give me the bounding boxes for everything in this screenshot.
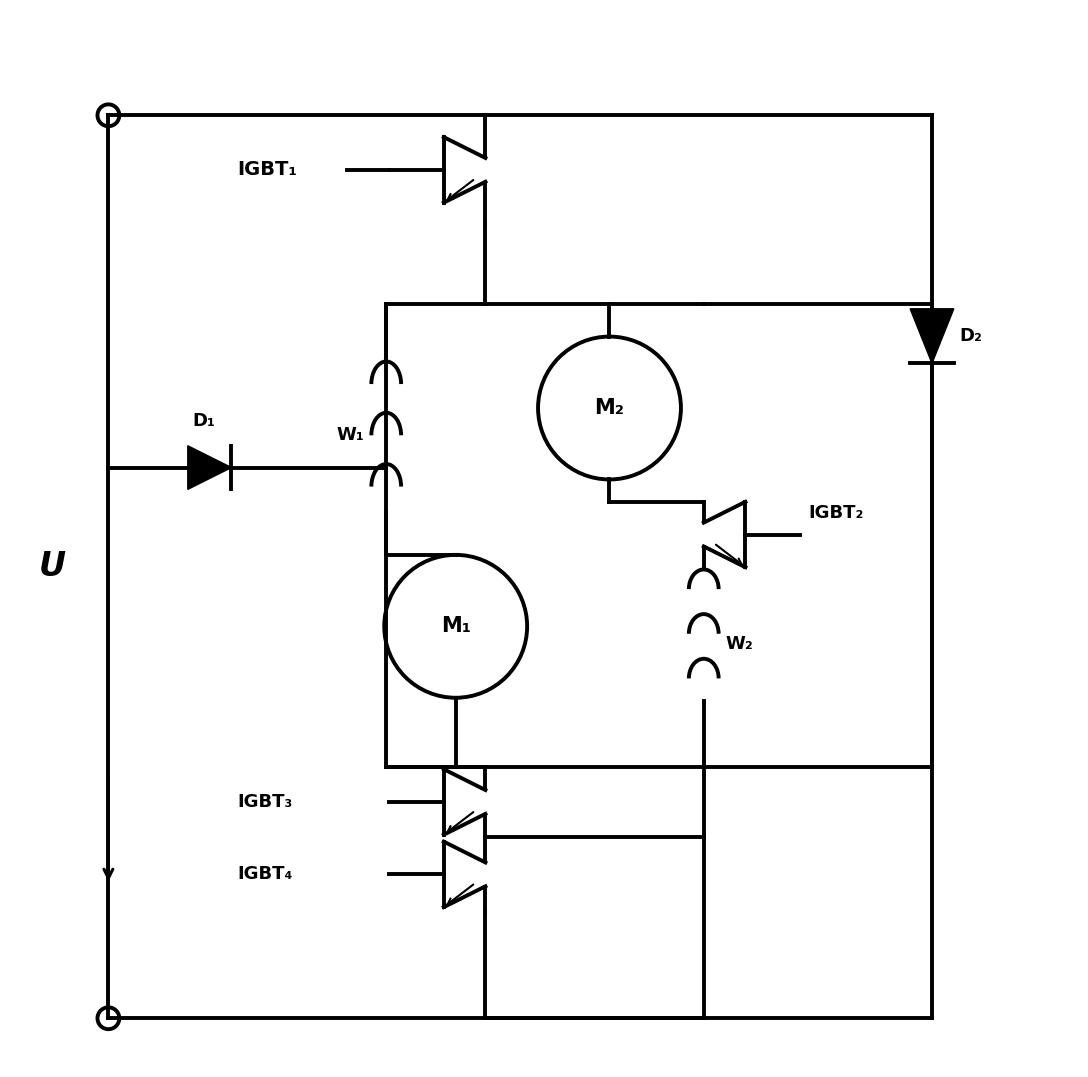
Text: M₂: M₂ — [594, 398, 625, 418]
Polygon shape — [188, 446, 232, 489]
Text: W₁: W₁ — [336, 426, 364, 445]
Text: U: U — [38, 550, 65, 584]
Text: W₂: W₂ — [726, 634, 753, 653]
Text: IGBT₃: IGBT₃ — [237, 793, 293, 811]
Polygon shape — [911, 309, 954, 363]
Text: IGBT₄: IGBT₄ — [237, 866, 293, 883]
Text: D₁: D₁ — [193, 411, 215, 430]
Text: D₂: D₂ — [960, 327, 982, 345]
Text: IGBT₂: IGBT₂ — [808, 504, 863, 521]
Text: IGBT₁: IGBT₁ — [237, 160, 297, 180]
Text: M₁: M₁ — [441, 616, 471, 637]
